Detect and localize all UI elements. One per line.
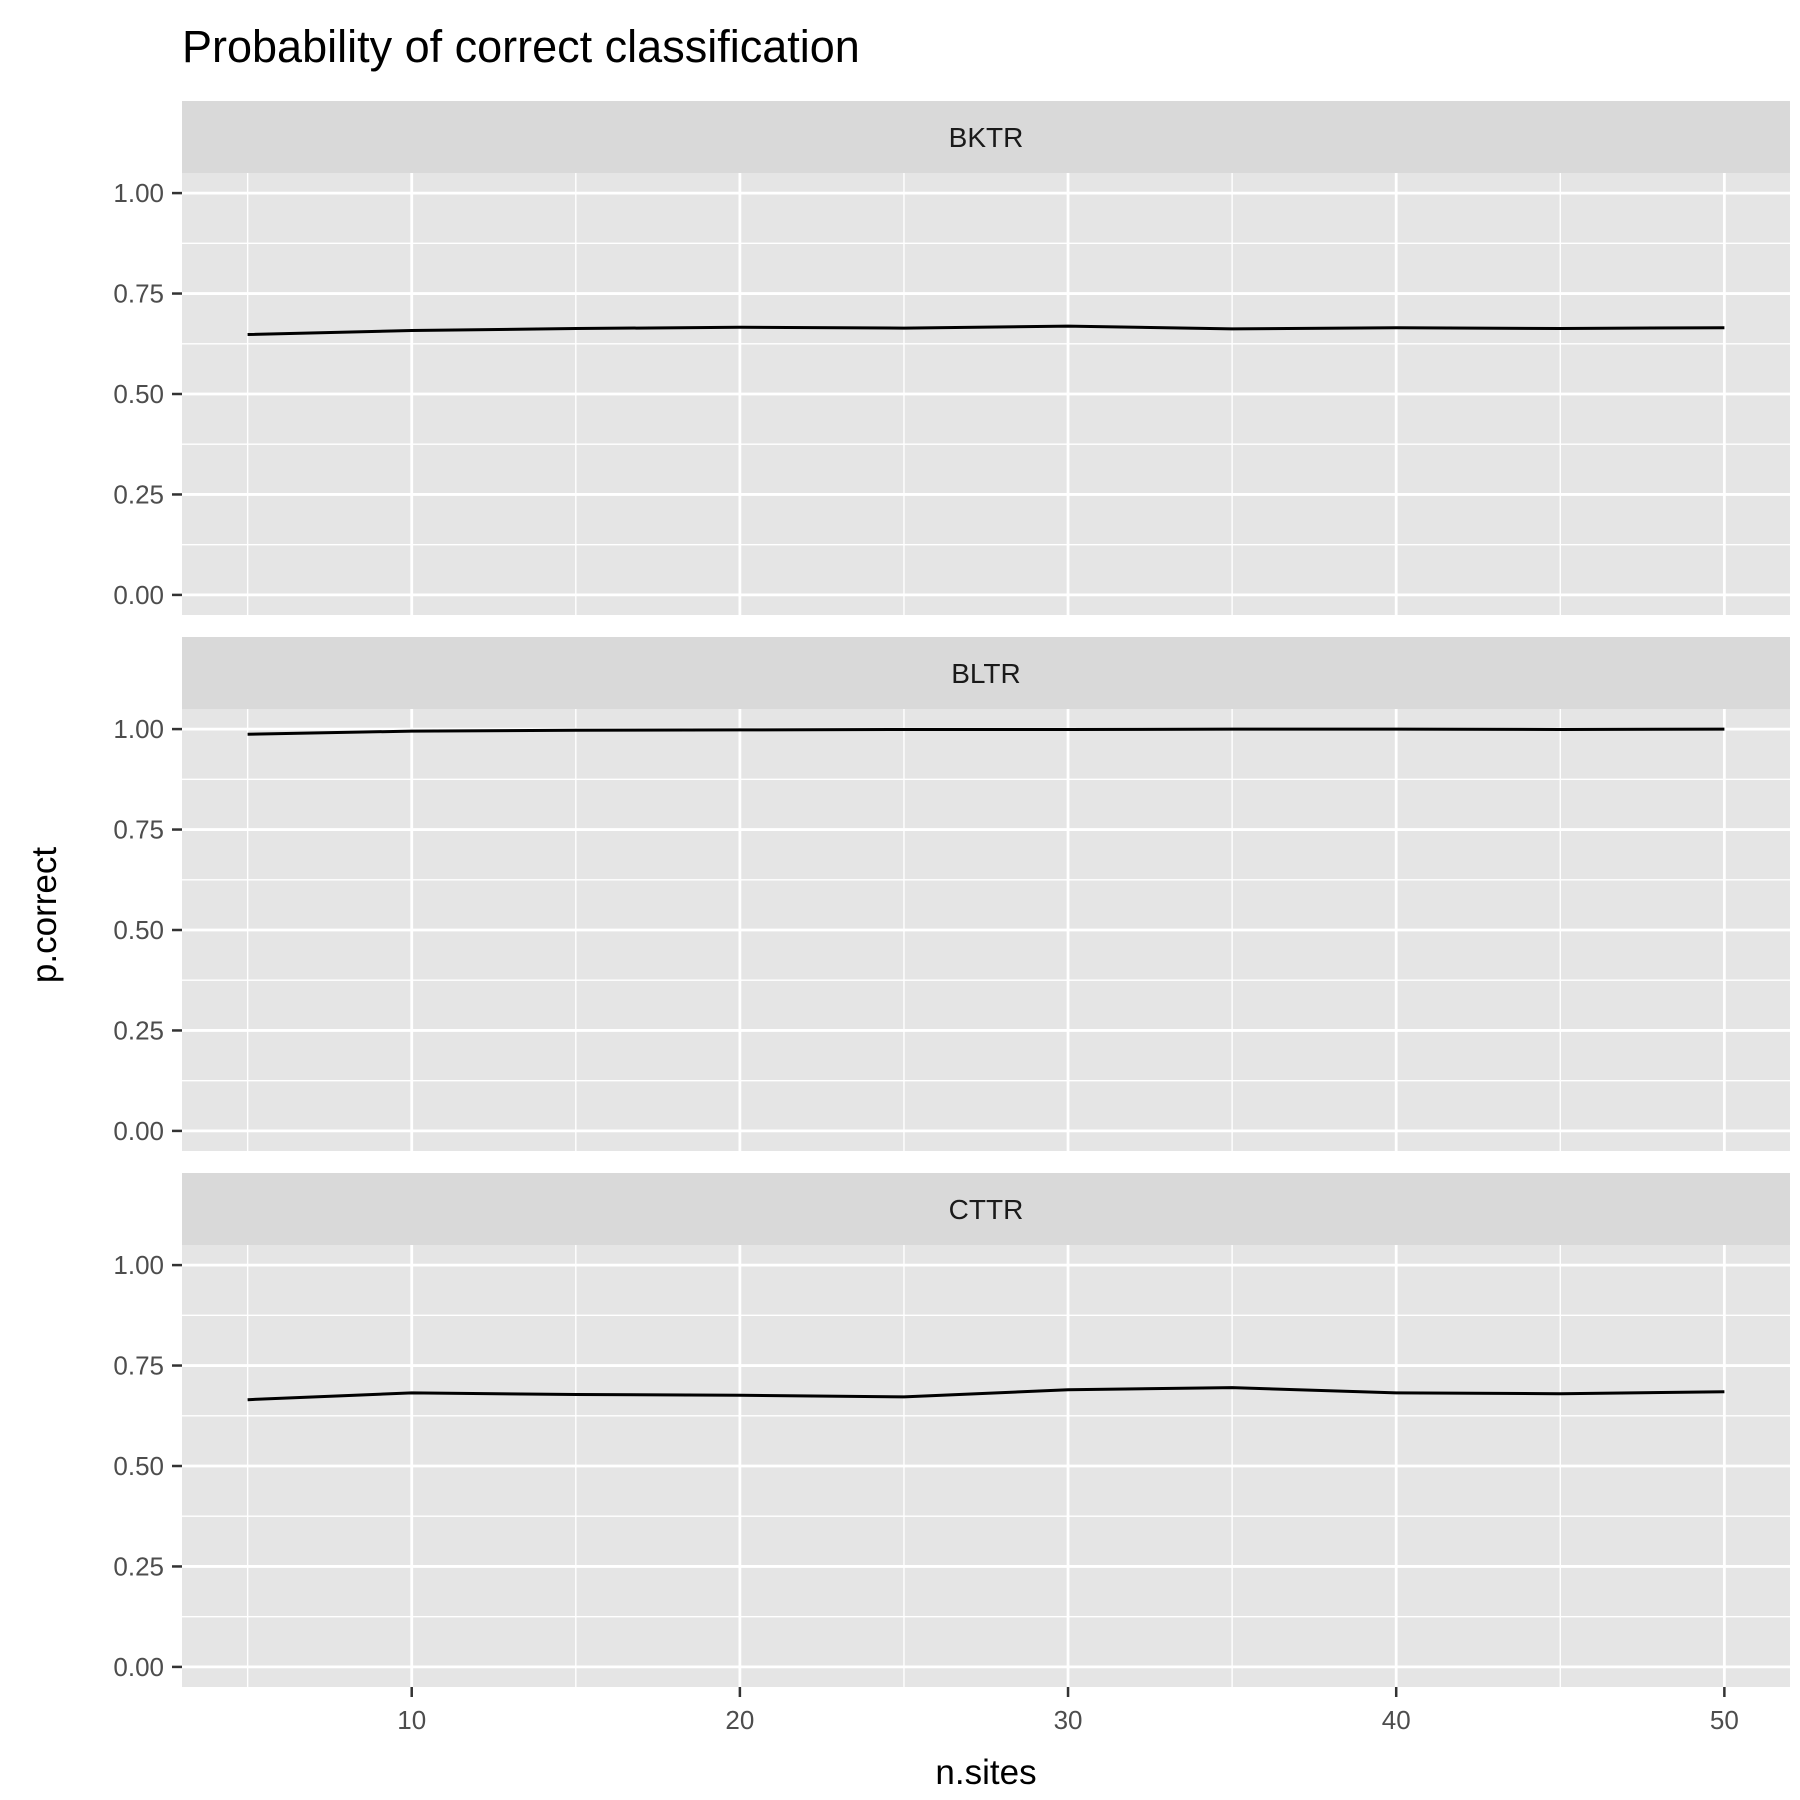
y-tick-label: 1.00	[113, 1250, 164, 1280]
y-tick-label: 0.50	[113, 379, 164, 409]
facet-strip-bktr	[182, 101, 1790, 173]
x-tick-label: 50	[1710, 1705, 1739, 1735]
y-tick-label: 0.25	[113, 479, 164, 509]
facet-cttr: CTTR 0.00 0.25 0.50 0.75 1.00 10 20 30 40 50	[113, 1173, 1790, 1735]
y-tick-label: 0.00	[113, 1652, 164, 1682]
x-tick-label: 30	[1054, 1705, 1083, 1735]
x-tick-label: 40	[1382, 1705, 1411, 1735]
y-axis-title: p.correct	[25, 847, 64, 983]
y-tick-label: 0.75	[113, 815, 164, 845]
series-line-cttr	[247, 1386, 1725, 1402]
y-tick-label: 1.00	[113, 178, 164, 208]
facet-panels: BKTR 0.00 0.25 0.50 0.75 1.00 BLTR 0.00 0.25 0.50…	[113, 101, 1790, 1735]
series-line-bltr	[247, 727, 1725, 736]
facet-label-cttr: CTTR	[949, 1194, 1024, 1225]
chart-title: Probability of correct classification	[182, 21, 860, 72]
y-tick-label: 0.50	[113, 1451, 164, 1481]
series-line-bktr	[247, 324, 1725, 336]
y-tick-label: 1.00	[113, 714, 164, 744]
facet-label-bltr: BLTR	[951, 658, 1021, 689]
facet-bktr: BKTR 0.00 0.25 0.50 0.75 1.00	[113, 101, 1790, 615]
y-tick-label: 0.00	[113, 1116, 164, 1146]
facet-strip-cttr	[182, 1173, 1790, 1245]
y-tick-label: 0.75	[113, 1351, 164, 1381]
facet-label-bktr: BKTR	[949, 122, 1024, 153]
y-tick-label: 0.25	[113, 1015, 164, 1045]
y-tick-label: 0.25	[113, 1551, 164, 1581]
x-axis-title: n.sites	[935, 1753, 1036, 1792]
x-tick-label: 10	[397, 1705, 426, 1735]
y-tick-label: 0.00	[113, 580, 164, 610]
facet-bltr: BLTR 0.00 0.25 0.50 0.75 1.00	[113, 637, 1790, 1151]
facet-strip-bltr	[182, 637, 1790, 709]
y-tick-label: 0.50	[113, 915, 164, 945]
x-tick-label: 20	[725, 1705, 754, 1735]
y-tick-label: 0.75	[113, 279, 164, 309]
